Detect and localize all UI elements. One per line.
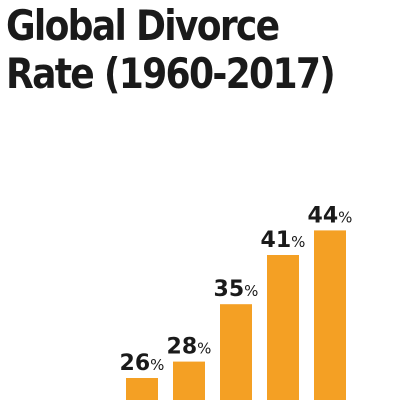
chart-title-line-1: Global Divorce	[6, 1, 280, 50]
bar-0	[126, 378, 158, 400]
chart-title-line-2: Rate (1960-2017)	[6, 49, 336, 98]
bar-4	[314, 230, 346, 400]
bar-value-label-0: 26%	[120, 351, 165, 376]
bar-value-label-3: 41%	[261, 228, 306, 253]
bar-value-label-4: 44%	[308, 203, 353, 228]
bar-3	[267, 255, 299, 400]
bar-2	[220, 304, 252, 400]
bar-value-label-2: 35%	[214, 277, 259, 302]
chart-title: Global Divorce Rate (1960-2017)	[6, 1, 336, 98]
bar-value-label-1: 28%	[167, 335, 212, 360]
bar-1	[173, 361, 205, 400]
